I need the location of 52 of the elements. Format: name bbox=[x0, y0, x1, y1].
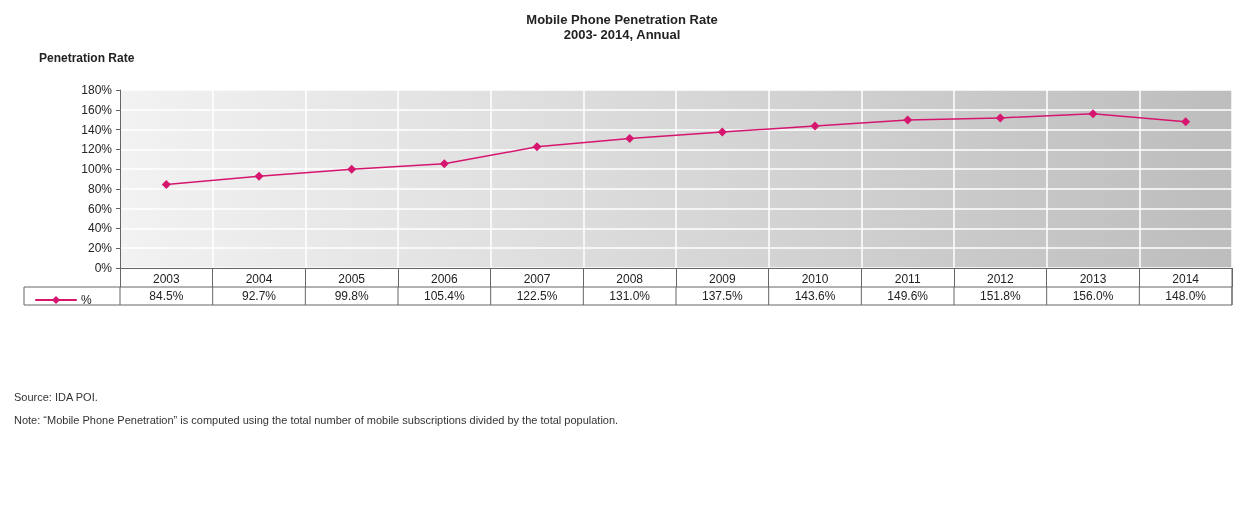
data-label: 131.0% bbox=[609, 289, 651, 303]
data-label: 151.8% bbox=[979, 289, 1022, 303]
chart-subtitle: 2003- 2014, Annual bbox=[563, 27, 681, 42]
point bbox=[1088, 109, 1098, 119]
point bbox=[810, 121, 820, 131]
point bbox=[625, 133, 635, 143]
y-tick-label: 140% bbox=[81, 122, 113, 137]
y-tick-label: 40% bbox=[87, 221, 113, 236]
point bbox=[1181, 117, 1191, 127]
chart-title: Mobile Phone Penetration Rate bbox=[526, 12, 718, 27]
point bbox=[717, 127, 727, 137]
x-tick-label: 2003 bbox=[152, 272, 180, 286]
y-axis-title: Penetration Rate bbox=[39, 51, 135, 65]
data-label: 143.6% bbox=[794, 289, 836, 303]
data-label: 92.7% bbox=[241, 289, 277, 303]
x-tick-label: 2007 bbox=[523, 272, 551, 286]
legend-label: % bbox=[81, 293, 92, 307]
x-tick-label: 2006 bbox=[430, 272, 458, 286]
x-tick-label: 2009 bbox=[708, 272, 736, 286]
data-label: 156.0% bbox=[1072, 289, 1114, 303]
data-label: 122.5% bbox=[516, 289, 558, 303]
point bbox=[532, 142, 542, 152]
y-tick-label: 100% bbox=[81, 162, 113, 177]
y-tick-label: 0% bbox=[94, 261, 113, 275]
source-note: Source: IDA POI. bbox=[14, 390, 98, 403]
data-label: 99.8% bbox=[334, 289, 370, 303]
point bbox=[254, 171, 264, 181]
x-tick-label: 2005 bbox=[338, 272, 366, 286]
x-tick-label: 2008 bbox=[616, 272, 644, 286]
x-tick-label: 2013 bbox=[1079, 272, 1107, 286]
y-tick-label: 60% bbox=[87, 201, 113, 216]
x-tick-label: 2010 bbox=[801, 272, 829, 286]
y-tick-label: 20% bbox=[87, 241, 113, 256]
x-tick-label: 2004 bbox=[245, 272, 273, 286]
point bbox=[347, 164, 357, 174]
x-tick-label: 2012 bbox=[986, 272, 1014, 286]
data-label: 149.6% bbox=[887, 289, 929, 303]
data-label: 105.4% bbox=[423, 289, 466, 303]
y-tick-label: 120% bbox=[81, 142, 113, 157]
point bbox=[161, 179, 171, 189]
y-tick-label: 180% bbox=[81, 83, 113, 97]
point bbox=[995, 113, 1005, 123]
x-tick-label: 2011 bbox=[894, 272, 921, 286]
data-label: 137.5% bbox=[701, 289, 744, 303]
text: Note: “Mobile Phone Penetration” is computed using the total number of mobile subscriptions divided by the total population. bbox=[14, 413, 619, 426]
point bbox=[903, 115, 913, 125]
y-tick-label: 160% bbox=[81, 102, 113, 117]
point bbox=[439, 159, 449, 169]
x-tick-label: 2014 bbox=[1172, 272, 1200, 286]
y-tick-label: 80% bbox=[87, 181, 113, 196]
data-label: 84.5% bbox=[149, 289, 184, 303]
data-label: 148.0% bbox=[1165, 289, 1207, 303]
